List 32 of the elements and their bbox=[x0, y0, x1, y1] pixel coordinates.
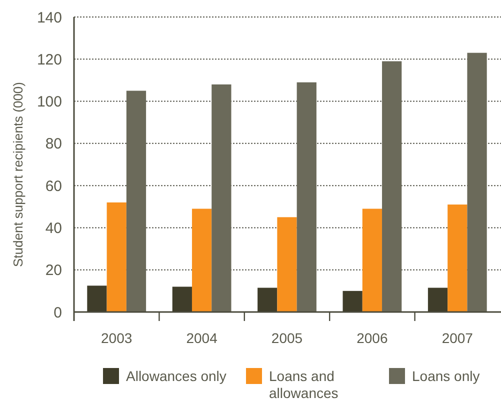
bar bbox=[126, 90, 146, 312]
bar bbox=[87, 286, 107, 312]
y-tick-label: 0 bbox=[54, 304, 62, 322]
y-tick-label: 100 bbox=[36, 94, 62, 111]
legend-label: Allowances only bbox=[126, 368, 226, 384]
y-tick-label: 120 bbox=[36, 51, 62, 68]
y-tick-label: 40 bbox=[45, 220, 62, 237]
x-tick-label: 2003 bbox=[101, 330, 132, 346]
bar bbox=[277, 217, 297, 312]
x-tick-label: 2004 bbox=[186, 330, 218, 346]
y-axis-title: Student support recipients (000) bbox=[10, 82, 26, 267]
bar bbox=[258, 288, 278, 312]
x-tick-label: 2007 bbox=[442, 330, 474, 346]
legend-label: Loans only bbox=[412, 368, 480, 384]
x-tick-label: 2005 bbox=[271, 330, 303, 346]
bar bbox=[106, 202, 126, 312]
bar bbox=[362, 208, 382, 312]
bar bbox=[382, 61, 402, 312]
x-tick-label: 2006 bbox=[356, 330, 388, 346]
bar bbox=[428, 288, 448, 312]
bar bbox=[172, 286, 192, 312]
y-tick-label: 20 bbox=[45, 262, 62, 280]
bar bbox=[296, 82, 316, 312]
y-tick-label: 60 bbox=[45, 178, 62, 195]
bar bbox=[448, 204, 468, 312]
bar bbox=[192, 208, 212, 312]
bar bbox=[342, 290, 362, 312]
y-tick-label: 140 bbox=[36, 9, 62, 26]
legend-label: Loans and allowances bbox=[269, 368, 338, 401]
bar bbox=[467, 52, 487, 312]
y-tick-label: 80 bbox=[45, 136, 62, 153]
bar bbox=[212, 84, 232, 312]
